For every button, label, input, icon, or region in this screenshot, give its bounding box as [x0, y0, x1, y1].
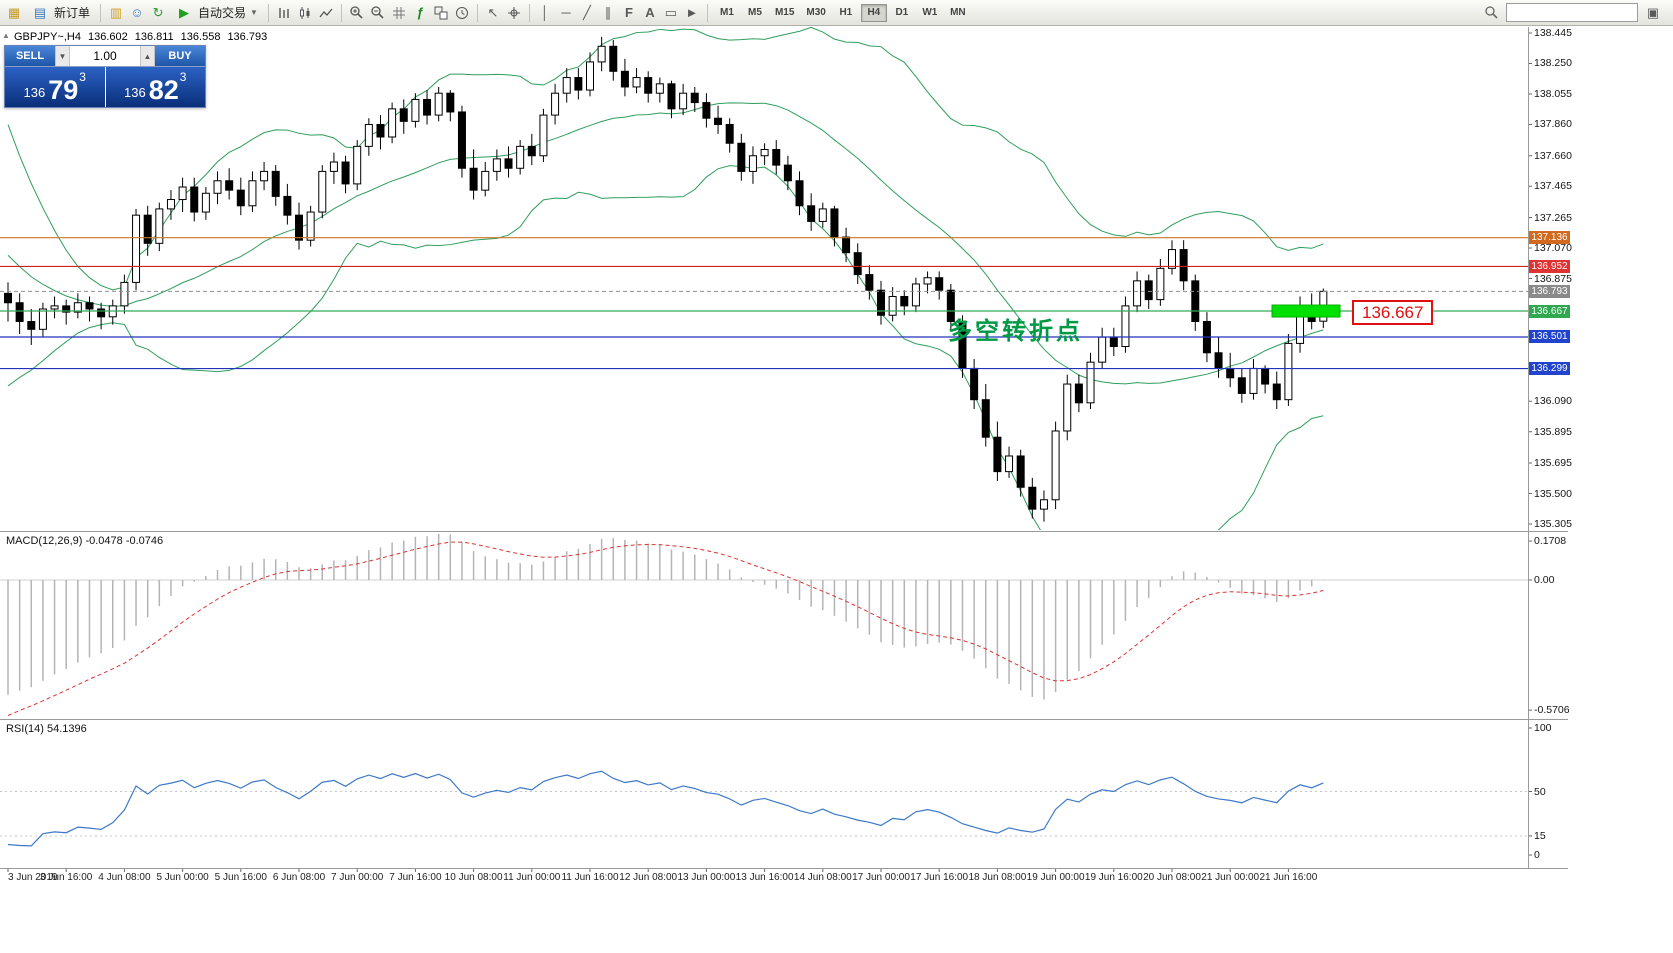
sell-price-prefix: 136 [23, 85, 46, 100]
buy-button[interactable]: BUY [155, 46, 205, 66]
fibonacci-tool-icon[interactable]: F [624, 5, 633, 20]
arrows-tool-icon[interactable]: ► [685, 5, 699, 20]
timeframe-m1[interactable]: M1 [720, 7, 734, 18]
grid-icon[interactable] [389, 3, 409, 23]
sell-price-display[interactable]: 136 79 3 [5, 67, 105, 107]
indicators-icon[interactable]: ƒ [416, 5, 424, 20]
buy-price-prefix: 136 [124, 85, 146, 100]
new-order-label: 新订单 [54, 6, 91, 20]
price-axis-separator [1528, 27, 1529, 868]
one-click-panel-toggle[interactable]: ▲ [2, 31, 10, 40]
timeframe-d1[interactable]: D1 [895, 7, 909, 18]
line-chart-icon[interactable] [316, 3, 336, 23]
open-value: 136.602 [87, 31, 128, 43]
volume-increase-button[interactable]: ▲ [140, 46, 155, 66]
toolbar-separator [476, 3, 478, 22]
symbol-label: GBPJPY~,H4 [14, 31, 81, 43]
symbol-ohlc-header: GBPJPY~,H4 136.602 136.811 136.558 136.7… [14, 31, 267, 43]
timeframe-m30[interactable]: M30 [806, 7, 826, 18]
search-box: ▣ [1481, 3, 1669, 23]
bar-chart-icon[interactable] [274, 3, 294, 23]
auto-trading-button[interactable]: ▶ 自动交易 ▼ [169, 2, 263, 24]
chevron-down-icon: ▼ [250, 7, 258, 17]
timeframe-w1[interactable]: W1 [922, 7, 938, 18]
toolbar-separator [706, 3, 708, 22]
high-value: 136.811 [134, 31, 174, 43]
main-toolbar: ▦ ▤ 新订单 ▥ ☺ ↻ ▶ 自动交易 ▼ ƒ [0, 0, 1673, 26]
buy-price-main: 82 [148, 75, 179, 106]
profiles-icon[interactable]: ☺ [130, 5, 144, 20]
crosshair-icon[interactable] [504, 3, 524, 23]
timeframe-m15[interactable]: M15 [774, 7, 795, 18]
chart-window-icon[interactable]: ▦ [7, 4, 21, 20]
tile-windows-icon[interactable] [431, 3, 451, 23]
community-panel-icon[interactable]: ▣ [1646, 4, 1660, 20]
sell-price-pipette: 3 [79, 70, 86, 84]
sell-button[interactable]: SELL [5, 46, 55, 66]
toolbar-separator [528, 3, 530, 22]
candlestick-chart-icon[interactable] [295, 3, 315, 23]
buy-price-pipette: 3 [179, 70, 187, 84]
close-value: 136.793 [227, 31, 268, 43]
price-callout-label[interactable]: 136.667 [1352, 300, 1434, 325]
horizontal-line-tool-icon[interactable]: ─ [561, 5, 571, 20]
macd-indicator-title: MACD(12,26,9) -0.0478 -0.0746 [6, 535, 164, 547]
chart-text-annotation[interactable]: 多空转折点 [948, 318, 1083, 345]
play-icon: ▶ [179, 4, 190, 20]
toolbar-separator [267, 3, 269, 22]
volume-input[interactable] [70, 46, 140, 66]
cursor-icon[interactable]: ↖ [487, 4, 499, 20]
clock-icon[interactable] [452, 3, 472, 23]
timeframe-buttons: M1 M5 M15 M30 H1 H4 D1 W1 MN [713, 3, 972, 22]
vertical-line-tool-icon[interactable]: │ [540, 5, 550, 20]
sell-price-main: 79 [48, 75, 79, 106]
zoom-in-icon[interactable] [347, 3, 367, 23]
toolbar-separator [100, 3, 102, 22]
volume-decrease-button[interactable]: ▼ [55, 46, 70, 66]
zoom-out-icon[interactable] [368, 3, 388, 23]
buy-price-display[interactable]: 136 82 3 [105, 67, 205, 107]
new-order-button[interactable]: ▤ 新订单 [25, 2, 95, 24]
low-value: 136.558 [180, 31, 221, 43]
auto-trading-label: 自动交易 [198, 6, 247, 20]
rsi-panel-splitter[interactable] [0, 719, 1568, 720]
rsi-indicator-title: RSI(14) 54.1396 [6, 723, 87, 735]
trendline-tool-icon[interactable]: ╱ [583, 4, 591, 20]
time-axis-separator [0, 868, 1568, 869]
text-tool-icon[interactable]: A [645, 5, 655, 20]
new-order-icon: ▤ [33, 4, 47, 20]
timeframe-h4[interactable]: H4 [860, 3, 887, 22]
search-input[interactable] [1506, 3, 1638, 22]
label-tool-icon[interactable]: ▭ [664, 4, 678, 20]
timeframe-mn[interactable]: MN [950, 7, 966, 18]
toolbar-separator [340, 3, 342, 22]
refresh-icon[interactable]: ↻ [152, 4, 164, 20]
macd-panel-splitter[interactable] [0, 531, 1568, 532]
timeframe-h1[interactable]: H1 [839, 7, 853, 18]
charts-icon[interactable]: ▥ [109, 4, 123, 20]
equidistant-channel-tool-icon[interactable]: ∥ [604, 4, 612, 20]
timeframe-m5[interactable]: M5 [748, 7, 762, 18]
one-click-trading-panel: SELL ▼ ▲ BUY 136 79 3 136 82 3 [4, 45, 206, 108]
search-icon[interactable] [1481, 3, 1501, 23]
